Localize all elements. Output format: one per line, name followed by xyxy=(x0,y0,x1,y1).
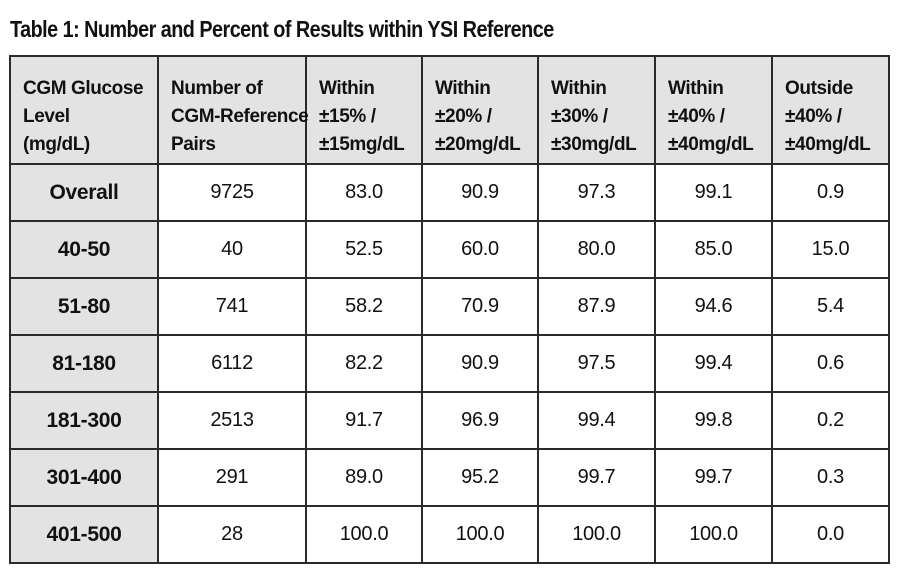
table-cell: 0.0 xyxy=(771,505,890,564)
header-line: ±30% / xyxy=(551,106,608,127)
table-cell: 100.0 xyxy=(305,505,423,564)
header-line: ±20mg/dL xyxy=(435,134,521,155)
header-line: Within xyxy=(551,78,607,99)
header-line: Level xyxy=(23,106,70,127)
table-cell: 100.0 xyxy=(421,505,539,564)
header-within-40: Within ±40% / ±40mg/dL xyxy=(654,55,773,165)
table-cell: 97.5 xyxy=(537,334,656,393)
table-cell: 99.1 xyxy=(654,163,773,222)
table-cell: 90.9 xyxy=(421,334,539,393)
header-within-15: Within ±15% / ±15mg/dL xyxy=(305,55,423,165)
header-line: ±40% / xyxy=(668,106,725,127)
row-label: 51-80 xyxy=(9,277,159,336)
header-glucose-level: CGM Glucose Level (mg/dL) xyxy=(9,55,159,165)
table-cell: 99.7 xyxy=(654,448,773,507)
table-row: Overall 9725 83.0 90.9 97.3 99.1 0.9 xyxy=(9,163,890,222)
header-line: CGM-Reference xyxy=(171,106,309,127)
table-cell: 60.0 xyxy=(421,220,539,279)
row-label: 81-180 xyxy=(9,334,159,393)
table-cell: 5.4 xyxy=(771,277,890,336)
row-label: 401-500 xyxy=(9,505,159,564)
header-line: ±15% / xyxy=(319,106,376,127)
table-cell: 58.2 xyxy=(305,277,423,336)
table-cell: 741 xyxy=(157,277,307,336)
table-cell: 9725 xyxy=(157,163,307,222)
table-cell: 2513 xyxy=(157,391,307,450)
header-line: Within xyxy=(319,78,375,99)
table-cell: 83.0 xyxy=(305,163,423,222)
table-cell: 52.5 xyxy=(305,220,423,279)
table-cell: 0.6 xyxy=(771,334,890,393)
header-line: ±15mg/dL xyxy=(319,134,405,155)
header-line: ±40mg/dL xyxy=(785,134,871,155)
table-cell: 99.4 xyxy=(537,391,656,450)
table-row: 40-50 40 52.5 60.0 80.0 85.0 15.0 xyxy=(9,220,890,279)
header-line: Within xyxy=(435,78,491,99)
table-cell: 91.7 xyxy=(305,391,423,450)
table-cell: 80.0 xyxy=(537,220,656,279)
row-label: 181-300 xyxy=(9,391,159,450)
row-label: 40-50 xyxy=(9,220,159,279)
table-caption: Table 1: Number and Percent of Results w… xyxy=(10,16,554,42)
table-cell: 100.0 xyxy=(537,505,656,564)
table-row: 51-80 741 58.2 70.9 87.9 94.6 5.4 xyxy=(9,277,890,336)
row-label: Overall xyxy=(9,163,159,222)
results-table: CGM Glucose Level (mg/dL) Number of CGM-… xyxy=(9,55,890,564)
table-cell: 0.3 xyxy=(771,448,890,507)
table-cell: 15.0 xyxy=(771,220,890,279)
table-row: 181-300 2513 91.7 96.9 99.4 99.8 0.2 xyxy=(9,391,890,450)
header-line: ±20% / xyxy=(435,106,492,127)
table-cell: 40 xyxy=(157,220,307,279)
header-line: CGM Glucose xyxy=(23,78,144,99)
header-line: Pairs xyxy=(171,134,216,155)
header-line: ±40mg/dL xyxy=(668,134,754,155)
table-cell: 100.0 xyxy=(654,505,773,564)
table-row: 301-400 291 89.0 95.2 99.7 99.7 0.3 xyxy=(9,448,890,507)
header-line: (mg/dL) xyxy=(23,134,90,155)
table-cell: 6112 xyxy=(157,334,307,393)
header-line: ±40% / xyxy=(785,106,842,127)
table-cell: 94.6 xyxy=(654,277,773,336)
header-pairs: Number of CGM-Reference Pairs xyxy=(157,55,309,165)
table-cell: 87.9 xyxy=(537,277,656,336)
header-within-20: Within ±20% / ±20mg/dL xyxy=(421,55,539,165)
table-cell: 70.9 xyxy=(421,277,539,336)
table-cell: 0.2 xyxy=(771,391,890,450)
table-cell: 89.0 xyxy=(305,448,423,507)
table-cell: 291 xyxy=(157,448,307,507)
table-cell: 95.2 xyxy=(421,448,539,507)
table-body: Overall 9725 83.0 90.9 97.3 99.1 0.9 40-… xyxy=(9,163,890,564)
header-within-30: Within ±30% / ±30mg/dL xyxy=(537,55,656,165)
table-cell: 90.9 xyxy=(421,163,539,222)
table-cell: 82.2 xyxy=(305,334,423,393)
table-header: CGM Glucose Level (mg/dL) Number of CGM-… xyxy=(9,55,890,165)
table-cell: 28 xyxy=(157,505,307,564)
header-line: Number of xyxy=(171,78,263,99)
table-cell: 97.3 xyxy=(537,163,656,222)
header-line: Within xyxy=(668,78,724,99)
table-cell: 99.8 xyxy=(654,391,773,450)
table-row: 81-180 6112 82.2 90.9 97.5 99.4 0.6 xyxy=(9,334,890,393)
header-line: Outside xyxy=(785,78,853,99)
table-row: 401-500 28 100.0 100.0 100.0 100.0 0.0 xyxy=(9,505,890,564)
table-cell: 96.9 xyxy=(421,391,539,450)
row-label: 301-400 xyxy=(9,448,159,507)
table-cell: 99.7 xyxy=(537,448,656,507)
header-outside-40: Outside ±40% / ±40mg/dL xyxy=(771,55,890,165)
table-cell: 99.4 xyxy=(654,334,773,393)
table-cell: 85.0 xyxy=(654,220,773,279)
table-cell: 0.9 xyxy=(771,163,890,222)
header-line: ±30mg/dL xyxy=(551,134,637,155)
header-row: CGM Glucose Level (mg/dL) Number of CGM-… xyxy=(9,55,890,165)
